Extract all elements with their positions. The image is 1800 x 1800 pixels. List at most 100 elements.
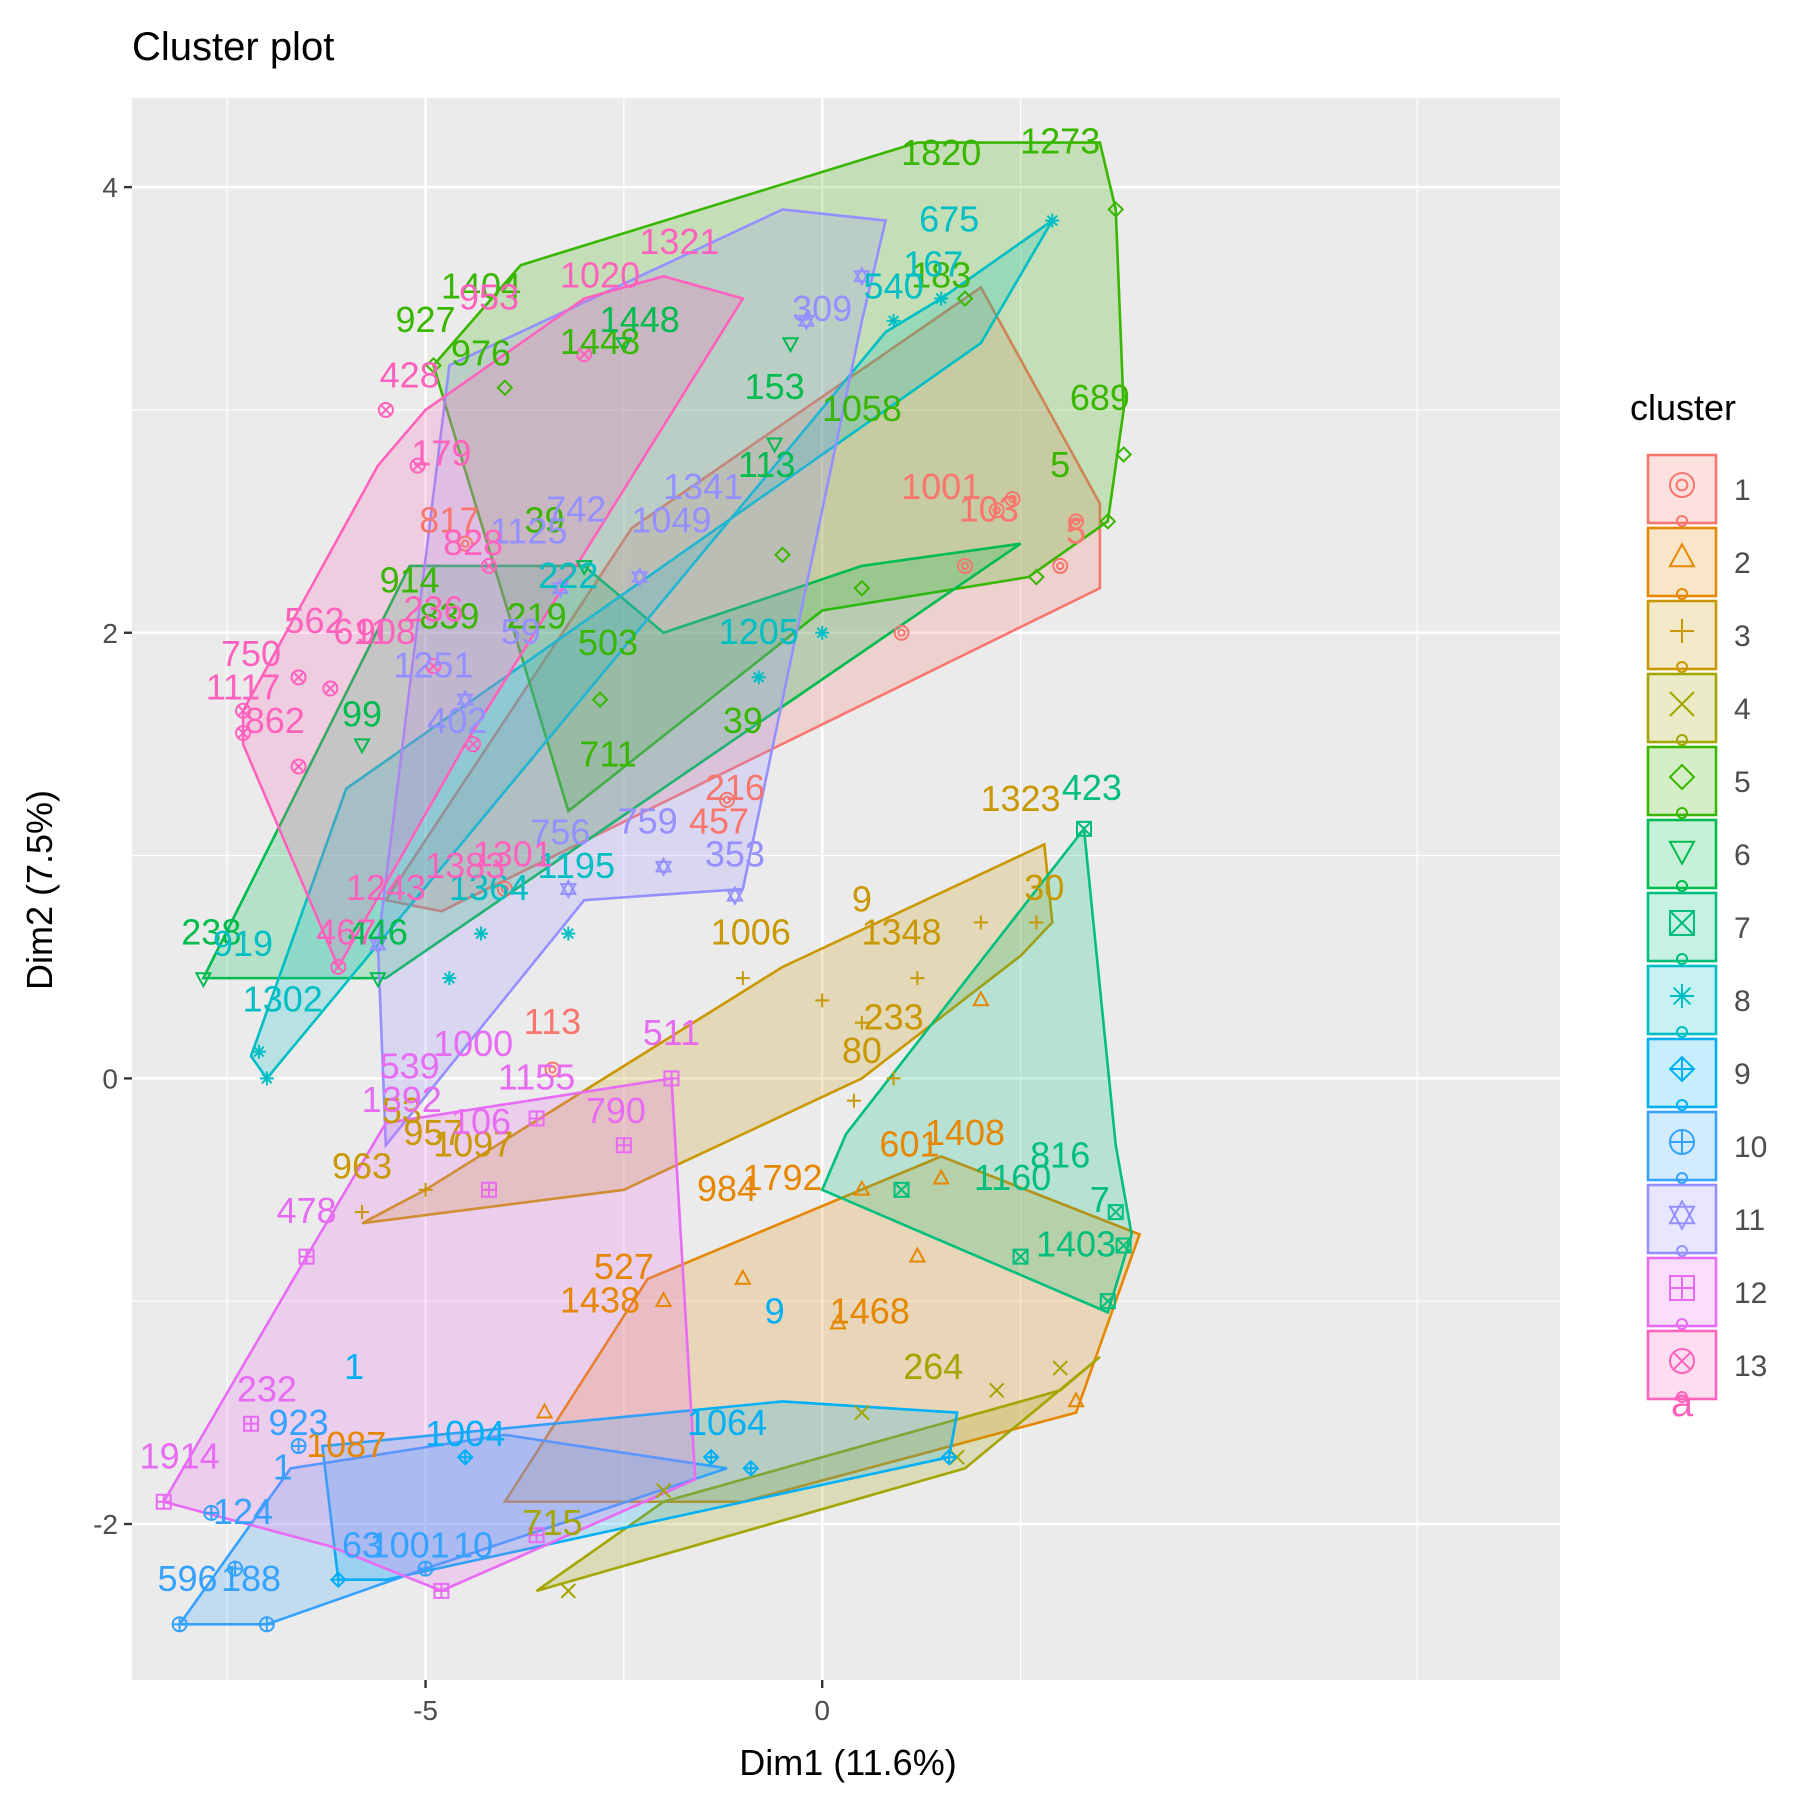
data-point-cluster-3 [910, 971, 925, 986]
x-tick-label: -5 [413, 1695, 438, 1726]
point-label-cluster-13: 467 [316, 912, 376, 953]
data-point-cluster-3 [355, 1205, 370, 1220]
data-point-cluster-11 [369, 934, 387, 955]
point-label-cluster-3: 957 [403, 1112, 463, 1153]
legend-symbol-13 [1669, 1348, 1695, 1374]
cluster-hull-6 [201, 542, 1022, 980]
point-label-cluster-8: 1195 [538, 845, 615, 886]
point-label-cluster-3: 9 [852, 878, 872, 919]
point-label-cluster-2: 1408 [925, 1112, 1005, 1153]
point-label-cluster-3: 1097 [433, 1123, 513, 1164]
point-label-cluster-10: 596 [157, 1558, 217, 1599]
y-tick-label: 0 [102, 1063, 118, 1094]
legend-point-glyph [1676, 1026, 1688, 1038]
point-label-cluster-5: 1448 [560, 321, 640, 362]
point-label-cluster-13: 562 [284, 600, 344, 641]
panel-background [132, 98, 1560, 1680]
cluster-hull-11 [376, 208, 888, 1149]
data-point-cluster-7 [893, 1181, 910, 1198]
legend-symbol-3 [1670, 619, 1694, 643]
chart-title: Cluster plot [132, 25, 334, 69]
point-label-cluster-12: 790 [586, 1090, 646, 1131]
legend-item-12: 12 [1646, 1256, 1767, 1330]
data-point-cluster-2 [654, 1291, 673, 1308]
legend-point-glyph [1676, 1245, 1688, 1257]
point-label-cluster-8: 167 [903, 243, 963, 284]
data-point-cluster-12 [243, 1415, 259, 1432]
y-tick-label: 2 [102, 618, 118, 649]
data-point-cluster-12 [663, 1070, 680, 1087]
legend-key-3 [1646, 599, 1718, 671]
data-point-cluster-12 [528, 1527, 545, 1544]
legend-symbol-12 [1669, 1275, 1695, 1301]
data-point-cluster-5 [425, 356, 442, 374]
data-point-cluster-11 [559, 878, 578, 900]
point-label-cluster-12: 1914 [140, 1435, 220, 1476]
y-axis: -2 0 2 4 [93, 172, 132, 1540]
point-label-cluster-13: 611 [333, 611, 390, 652]
data-point-cluster-13 [481, 557, 497, 574]
data-point-cluster-5 [591, 691, 609, 709]
data-point-cluster-2 [853, 1179, 871, 1196]
point-label-cluster-5: 1404 [441, 266, 521, 307]
point-label-cluster-10: 1001 [370, 1524, 450, 1565]
data-point-cluster-11 [456, 689, 474, 710]
point-label-cluster-5: 927 [395, 299, 455, 340]
data-point-cluster-13 [290, 669, 307, 686]
data-point-cluster-9 [742, 1459, 760, 1477]
point-label-cluster-6: 113 [738, 444, 795, 485]
legend-label-5: 5 [1734, 766, 1751, 799]
point-label-cluster-8: 675 [919, 199, 979, 240]
point-label-cluster-6: 153 [745, 366, 805, 407]
point-label-cluster-2: 1468 [830, 1290, 910, 1331]
point-label-cluster-8: 1302 [243, 979, 323, 1020]
data-point-cluster-13 [330, 958, 347, 975]
point-label-cluster-11: 59 [501, 611, 541, 652]
data-point-cluster-1 [1052, 557, 1069, 574]
legend-key-4 [1646, 672, 1718, 744]
point-label-cluster-12: 232 [237, 1368, 297, 1409]
data-point-cluster-2 [1067, 1391, 1085, 1408]
data-point-cluster-2 [734, 1268, 752, 1285]
data-point-cluster-8 [561, 926, 576, 941]
legend-item-5: 5 [1646, 745, 1751, 819]
point-label-cluster-5: 1058 [822, 388, 902, 429]
data-point-cluster-13 [425, 658, 442, 675]
data-point-cluster-8 [815, 625, 830, 640]
point-label-cluster-1: 5 [1066, 511, 1086, 552]
data-point-cluster-4 [560, 1583, 577, 1599]
legend-symbol-10 [1669, 1129, 1695, 1155]
point-label-cluster-13: 236 [403, 589, 463, 630]
legend-label-8: 8 [1734, 985, 1751, 1018]
point-label-cluster-5: 976 [451, 332, 511, 373]
point-label-cluster-8: 1364 [449, 867, 529, 908]
data-point-cluster-12 [615, 1137, 632, 1154]
point-label-cluster-11: 1251 [393, 644, 473, 685]
data-point-cluster-9 [702, 1448, 720, 1466]
legend-symbol-4 [1669, 691, 1695, 717]
legend-symbol-2 [1668, 542, 1696, 568]
point-label-cluster-1: 817 [419, 499, 479, 540]
data-point-cluster-2 [829, 1313, 847, 1330]
data-point-cluster-7 [1012, 1248, 1029, 1265]
data-point-cluster-6 [615, 337, 633, 354]
data-point-cluster-11 [551, 578, 570, 599]
data-point-cluster-4 [989, 1382, 1005, 1399]
data-point-cluster-3 [973, 915, 988, 930]
point-label-cluster-7: 7 [1090, 1179, 1110, 1220]
legend-symbol-11 [1668, 1199, 1696, 1231]
data-point-cluster-2 [908, 1246, 927, 1263]
data-point-cluster-7 [1115, 1237, 1132, 1254]
data-point-cluster-3 [854, 1015, 869, 1030]
data-point-cluster-1 [988, 502, 1005, 519]
legend-point-glyph [1676, 1099, 1688, 1111]
data-point-cluster-8 [251, 1044, 266, 1059]
data-point-cluster-7 [1107, 1204, 1124, 1221]
data-point-cluster-11 [654, 856, 673, 877]
data-point-cluster-12 [481, 1181, 497, 1198]
data-point-cluster-5 [1115, 446, 1133, 463]
legend-key-1 [1646, 453, 1718, 525]
data-point-cluster-10 [290, 1438, 307, 1455]
legend-item-9: 9 [1646, 1037, 1751, 1111]
data-point-cluster-8 [259, 1071, 274, 1086]
